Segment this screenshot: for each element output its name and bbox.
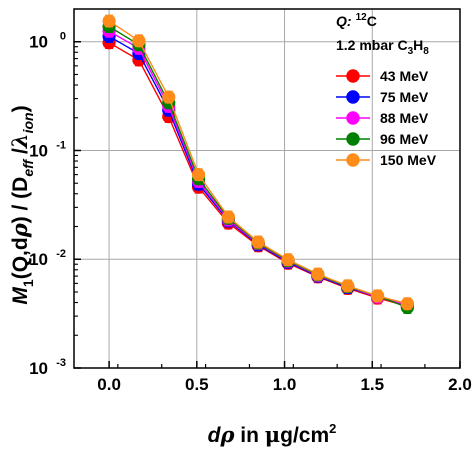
data-point	[370, 289, 385, 303]
series-75-mev	[102, 29, 414, 312]
plot-frame	[73, 8, 461, 369]
data-point	[281, 253, 295, 267]
legend-entry: 150 MeV	[336, 152, 437, 168]
series-line	[108, 30, 408, 306]
series-88-mev	[102, 24, 414, 312]
y-tick-exponent: -2	[56, 248, 66, 260]
legend-marker	[346, 153, 360, 167]
x-tick-label: 0.5	[185, 375, 209, 394]
legend-gas: 1.2 mbar C3H8	[336, 37, 429, 57]
legend: Q: 12C 1.2 mbar C3H8 43 MeV 75 MeV 88 MeV 96…	[336, 12, 437, 168]
data-point	[221, 210, 235, 224]
data-point	[191, 168, 206, 182]
legend-entry: 75 MeV	[336, 89, 429, 105]
axis-ticks	[74, 40, 461, 369]
data-point	[102, 14, 116, 28]
y-tick-label: 10	[29, 250, 48, 269]
series-150-mev	[102, 14, 414, 311]
legend-marker	[346, 132, 360, 146]
x-tick-label: 1.0	[273, 375, 297, 394]
y-tick-exponent: -1	[56, 139, 66, 151]
y-tick-label: 10	[29, 359, 48, 378]
y-axis-title: M1(Q,dρ) / (Deff /λion)	[7, 105, 36, 304]
x-tick-label: 1.5	[360, 375, 384, 394]
legend-entry: 96 MeV	[336, 131, 429, 147]
grid-lines	[74, 9, 461, 369]
legend-entries: 43 MeV 75 MeV 88 MeV 96 MeV 150 MeV	[336, 68, 437, 168]
legend-projectile: Q: 12C	[336, 12, 377, 29]
data-point	[132, 34, 146, 48]
legend-marker	[346, 90, 360, 104]
series-43-mev	[102, 36, 414, 313]
legend-label: 75 MeV	[380, 89, 429, 105]
legend-label: 43 MeV	[380, 68, 429, 84]
data-point	[400, 297, 414, 311]
legend-marker	[346, 69, 360, 83]
x-tick-label: 2.0	[448, 375, 472, 394]
y-tick-exponent: -3	[56, 357, 66, 369]
legend-label: 150 MeV	[380, 152, 437, 168]
legend-label: 96 MeV	[380, 131, 429, 147]
y-tick-labels: 10 0 10 -1 10 -2 10 -3	[29, 31, 66, 378]
y-tick-exponent: 0	[60, 31, 66, 43]
data-point	[162, 90, 176, 104]
data-point	[341, 279, 355, 293]
series-line	[108, 20, 408, 305]
x-axis-title: dρ in μg/cm2	[208, 421, 337, 447]
data-point	[251, 235, 265, 249]
y-tick-label: 10	[29, 141, 48, 160]
x-tick-labels: 0.0 0.5 1.0 1.5 2.0	[97, 375, 472, 394]
legend-marker	[346, 111, 360, 125]
data-series	[102, 14, 414, 315]
legend-label: 88 MeV	[380, 110, 429, 126]
x-tick-label: 0.0	[97, 375, 121, 394]
data-point	[311, 267, 325, 281]
series-96-mev	[102, 19, 414, 315]
y-tick-label: 10	[29, 33, 48, 52]
legend-entry: 88 MeV	[336, 110, 429, 126]
legend-entry: 43 MeV	[336, 68, 429, 84]
